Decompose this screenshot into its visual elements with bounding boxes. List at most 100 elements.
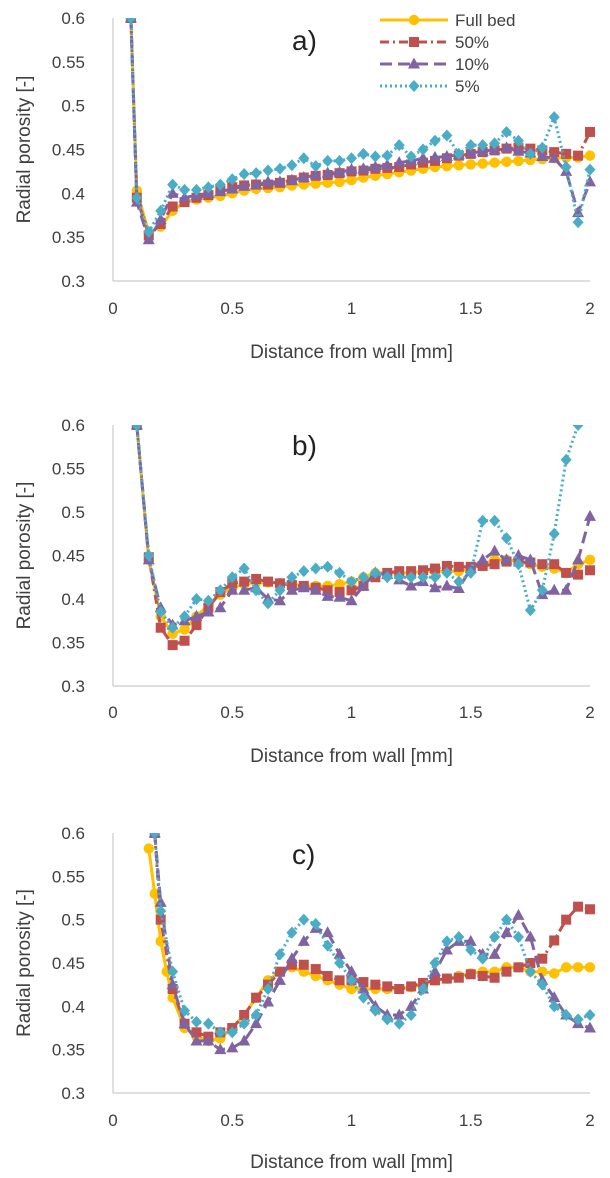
data-point xyxy=(428,581,441,593)
data-point xyxy=(357,991,369,1004)
data-point xyxy=(155,905,167,917)
data-point xyxy=(584,554,596,566)
data-point xyxy=(513,962,524,973)
series-full-bed xyxy=(143,843,596,1047)
data-point xyxy=(239,1010,250,1020)
data-point xyxy=(381,149,393,162)
data-point xyxy=(394,566,405,577)
y-tick-label: 0.35 xyxy=(52,1041,85,1060)
data-point xyxy=(322,939,334,952)
data-point xyxy=(441,566,453,579)
data-point xyxy=(239,576,250,587)
x-tick-label: 1.5 xyxy=(459,703,483,722)
data-point xyxy=(477,560,488,571)
data-point xyxy=(441,129,453,142)
data-point xyxy=(142,233,155,245)
data-point xyxy=(179,635,190,646)
data-point xyxy=(393,571,405,584)
data-point xyxy=(441,935,453,948)
series-10- xyxy=(124,18,596,245)
data-point xyxy=(358,977,369,988)
legend-item: 5% xyxy=(380,77,480,96)
data-point xyxy=(226,182,239,194)
data-point xyxy=(357,162,370,174)
series-10- xyxy=(148,833,596,1055)
data-point xyxy=(453,972,464,983)
data-point xyxy=(191,1027,202,1038)
data-point xyxy=(155,914,166,925)
y-tick-label: 0.55 xyxy=(52,53,85,72)
data-point xyxy=(477,139,489,152)
data-point xyxy=(405,579,418,591)
x-axis-title: Distance from wall [mm] xyxy=(250,746,453,767)
series-5- xyxy=(131,425,584,634)
data-point xyxy=(501,156,512,167)
data-point xyxy=(584,1009,596,1021)
data-point xyxy=(369,150,381,163)
data-point xyxy=(560,453,572,466)
data-point xyxy=(202,1034,215,1046)
data-point xyxy=(440,943,453,955)
data-point xyxy=(477,514,489,527)
data-point xyxy=(536,141,548,154)
legend-label: 50% xyxy=(455,33,489,52)
legend-marker xyxy=(408,14,420,26)
x-tick-label: 1 xyxy=(347,1111,356,1130)
data-point xyxy=(167,178,179,191)
data-point xyxy=(273,175,286,187)
series-5- xyxy=(149,833,596,1039)
data-point xyxy=(179,1004,191,1017)
data-point xyxy=(465,969,476,980)
data-point xyxy=(572,962,584,973)
data-point xyxy=(548,991,561,1003)
data-point xyxy=(262,164,274,177)
data-point xyxy=(202,605,215,617)
data-point xyxy=(464,146,477,158)
data-point xyxy=(489,157,500,168)
data-point xyxy=(154,895,167,907)
data-point xyxy=(202,181,214,194)
data-point xyxy=(149,833,161,839)
y-tick-label: 0.35 xyxy=(52,228,85,247)
data-point xyxy=(489,972,500,983)
data-point xyxy=(549,935,560,946)
data-point xyxy=(346,974,357,987)
data-point xyxy=(345,594,358,606)
data-point xyxy=(560,583,573,595)
series-5- xyxy=(125,18,596,238)
data-point xyxy=(346,983,357,995)
data-point xyxy=(286,926,298,939)
data-point xyxy=(429,957,441,969)
data-point xyxy=(167,621,179,634)
data-point xyxy=(125,18,137,24)
data-point xyxy=(238,583,251,595)
x-axis-title: Distance from wall [mm] xyxy=(250,342,453,363)
data-point xyxy=(155,204,167,217)
x-tick-label: 0.5 xyxy=(220,299,244,318)
data-point xyxy=(166,186,179,198)
data-point xyxy=(560,1009,572,1021)
data-point xyxy=(297,171,310,183)
series-full-bed xyxy=(125,18,596,238)
data-point xyxy=(309,168,322,180)
data-point xyxy=(262,995,275,1007)
data-point xyxy=(190,1015,202,1028)
data-point xyxy=(489,931,501,943)
data-point xyxy=(465,159,476,170)
data-point xyxy=(524,553,537,565)
data-point xyxy=(167,640,178,651)
data-point xyxy=(428,150,441,162)
series-line xyxy=(135,425,592,627)
data-point xyxy=(572,1013,584,1026)
y-tick-label: 0.55 xyxy=(52,867,85,886)
y-tick-label: 0.45 xyxy=(52,141,85,160)
series-line xyxy=(129,18,591,235)
data-point xyxy=(238,562,250,575)
data-point xyxy=(441,973,452,984)
y-axis-title: Radial porosity [-] xyxy=(14,482,35,630)
data-point xyxy=(548,151,561,163)
data-point xyxy=(334,154,346,167)
legend-marker xyxy=(408,57,420,69)
data-point xyxy=(286,571,298,584)
data-point xyxy=(441,560,452,571)
